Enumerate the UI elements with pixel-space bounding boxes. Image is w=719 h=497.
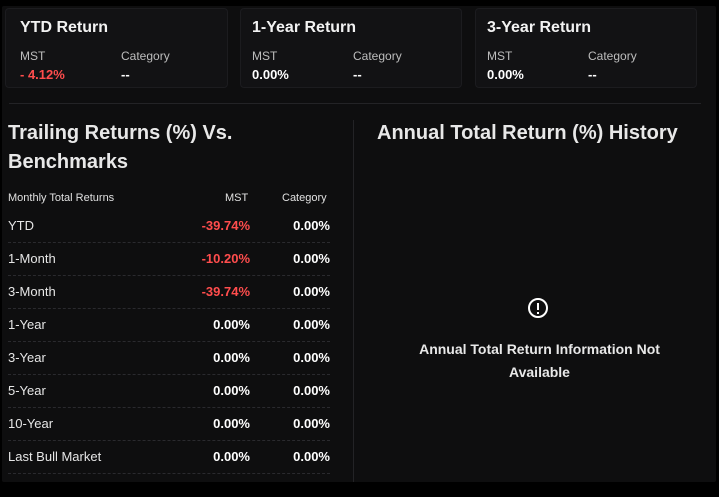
section-divider xyxy=(9,103,701,104)
column-divider xyxy=(353,120,354,482)
card-title: YTD Return xyxy=(20,19,108,36)
table-row: 5-Year 0.00% 0.00% xyxy=(8,375,330,408)
row-mst-value: -39.74% xyxy=(201,218,250,233)
category-value: -- xyxy=(353,67,362,82)
row-mst-value: 0.00% xyxy=(213,416,250,431)
card-title: 3-Year Return xyxy=(487,19,592,36)
info-circle-icon xyxy=(528,298,548,318)
row-category-value: 0.00% xyxy=(293,416,330,431)
row-category-value: 0.00% xyxy=(293,284,330,299)
row-label: 5-Year xyxy=(8,383,46,398)
table-row: Last Bull Market 0.00% 0.00% xyxy=(8,441,330,474)
table-row: 1-Month -10.20% 0.00% xyxy=(8,243,330,276)
category-value: -- xyxy=(588,67,597,82)
returns-panel: YTD Return MST Category - 4.12% -- 1-Yea… xyxy=(2,6,716,482)
card-title: 1-Year Return xyxy=(252,19,357,36)
row-category-value: 0.00% xyxy=(293,251,330,266)
category-label: Category xyxy=(121,49,170,63)
row-label: Last Bull Market xyxy=(8,449,102,464)
three-year-return-card: 3-Year Return MST Category 0.00% -- xyxy=(475,8,697,88)
category-value: -- xyxy=(121,67,130,82)
message-line2: Available xyxy=(509,364,570,380)
row-category-value: 0.00% xyxy=(293,449,330,464)
row-category-value: 0.00% xyxy=(293,317,330,332)
category-label: Category xyxy=(588,49,637,63)
row-label: 3-Year xyxy=(8,350,46,365)
row-mst-value: 0.00% xyxy=(213,383,250,398)
row-mst-value: 0.00% xyxy=(213,449,250,464)
trailing-returns-title-line1: Trailing Returns (%) Vs. xyxy=(8,122,233,144)
one-year-return-card: 1-Year Return MST Category 0.00% -- xyxy=(240,8,462,88)
mst-label: MST xyxy=(487,49,513,63)
row-label: 1-Month xyxy=(8,251,56,266)
ytd-return-card: YTD Return MST Category - 4.12% -- xyxy=(5,8,228,88)
not-available-message: Annual Total Return Information Not Avai… xyxy=(397,338,682,384)
category-label: Category xyxy=(353,49,402,63)
row-mst-value: -10.20% xyxy=(201,251,250,266)
column-header-mst: MST xyxy=(225,192,249,204)
row-category-value: 0.00% xyxy=(293,383,330,398)
table-row: 10-Year 0.00% 0.00% xyxy=(8,408,330,441)
table-row: 1-Year 0.00% 0.00% xyxy=(8,309,330,342)
mst-label: MST xyxy=(252,49,278,63)
mst-label: MST xyxy=(20,49,46,63)
annual-history-title: Annual Total Return (%) History xyxy=(377,122,678,144)
table-row: 3-Month -39.74% 0.00% xyxy=(8,276,330,309)
row-category-value: 0.00% xyxy=(293,218,330,233)
table-row: 3-Year 0.00% 0.00% xyxy=(8,342,330,375)
table-row: YTD -39.74% 0.00% xyxy=(8,210,330,243)
row-label: 1-Year xyxy=(8,317,46,332)
row-mst-value: -39.74% xyxy=(201,284,250,299)
column-header-category: Category xyxy=(282,192,327,204)
mst-value: 0.00% xyxy=(252,67,289,82)
row-mst-value: 0.00% xyxy=(213,350,250,365)
row-label: 3-Month xyxy=(8,284,56,299)
message-line1: Annual Total Return Information Not xyxy=(419,341,660,357)
trailing-returns-title-line2: Benchmarks xyxy=(8,151,129,173)
column-header-label: Monthly Total Returns xyxy=(8,192,115,204)
mst-value: 0.00% xyxy=(487,67,524,82)
row-mst-value: 0.00% xyxy=(213,317,250,332)
row-category-value: 0.00% xyxy=(293,350,330,365)
mst-value: - 4.12% xyxy=(20,67,65,82)
row-label: 10-Year xyxy=(8,416,54,431)
row-label: YTD xyxy=(8,218,34,233)
